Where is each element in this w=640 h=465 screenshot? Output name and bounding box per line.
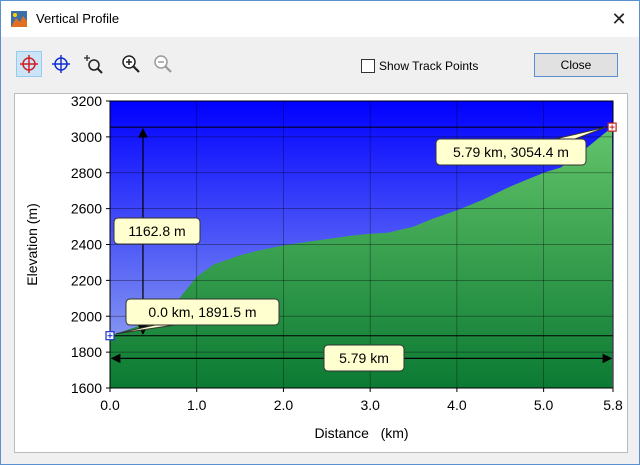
- zoom-select-button[interactable]: [80, 51, 106, 77]
- zoom-in-icon: [122, 55, 140, 73]
- zoom-select-icon: [84, 55, 103, 74]
- start-point-label-box: [125, 298, 280, 326]
- x-tick-label: 0.0: [100, 397, 120, 413]
- zoom-out-icon: [154, 55, 172, 73]
- chart-area: 1600 1800 2000 2200 2400 2600 2800 3000 3200 0.0…: [14, 93, 628, 453]
- y-tick-label: 2400: [71, 237, 102, 253]
- y-tick-label: 3200: [71, 94, 102, 109]
- end-point-label: 5.79 km, 3054.4 m: [453, 144, 569, 160]
- app-icon: [11, 11, 27, 27]
- toolbar: Show Track Points Close: [1, 37, 639, 93]
- elevation-gain-label: 1162.8 m: [128, 223, 185, 239]
- window-title: Vertical Profile: [36, 11, 120, 26]
- x-axis-label: Distance (km): [314, 425, 408, 441]
- distance-label-box: [323, 344, 405, 372]
- y-tick-label: 1800: [71, 344, 102, 360]
- annotations: 0.0 km, 1891.5 m 5.79 km, 3054.4 m 1162.8 …: [105, 122, 617, 372]
- distance-label: 5.79 km: [339, 350, 389, 366]
- y-axis-ticks: 1600 1800 2000 2200 2400 2600 2800 3000 3200: [71, 93, 110, 396]
- y-tick-label: 2000: [71, 308, 102, 324]
- zoom-in-button[interactable]: [118, 51, 144, 77]
- crosshair-blue-button[interactable]: [48, 51, 74, 77]
- crosshair-red-button[interactable]: [16, 51, 42, 77]
- x-axis-ticks: 0.0 1.0 2.0 3.0 4.0 5.0 5.8: [100, 388, 623, 413]
- y-tick-label: 2200: [71, 272, 102, 288]
- y-tick-label: 2600: [71, 201, 102, 217]
- elevation-profile-chart[interactable]: 1600 1800 2000 2200 2400 2600 2800 3000 3200 0.0…: [15, 93, 627, 452]
- y-tick-label: 3000: [71, 129, 102, 145]
- show-track-points-checkbox[interactable]: [361, 59, 375, 73]
- show-track-points-label: Show Track Points: [379, 59, 479, 73]
- x-tick-label: 5.0: [534, 397, 554, 413]
- zoom-out-button[interactable]: [150, 51, 176, 77]
- end-point-label-box: [435, 138, 587, 166]
- crosshair-red-icon: [20, 55, 38, 73]
- y-axis-label: Elevation (m): [24, 203, 40, 285]
- x-tick-label: 4.0: [447, 397, 467, 413]
- x-tick-label: 1.0: [187, 397, 207, 413]
- show-track-points-toggle[interactable]: Show Track Points: [361, 59, 478, 73]
- x-tick-label: 2.0: [274, 397, 294, 413]
- y-tick-label: 1600: [71, 380, 102, 396]
- close-button[interactable]: Close: [534, 53, 618, 77]
- x-tick-label: 3.0: [360, 397, 380, 413]
- window-close-button[interactable]: ✕: [611, 8, 627, 29]
- crosshair-blue-icon: [52, 55, 70, 73]
- title-bar: Vertical Profile ✕: [1, 1, 639, 37]
- y-tick-label: 2800: [71, 165, 102, 181]
- x-tick-label: 5.8: [603, 397, 623, 413]
- start-point-label: 0.0 km, 1891.5 m: [148, 304, 256, 320]
- elevation-gain-label-box: [113, 217, 201, 245]
